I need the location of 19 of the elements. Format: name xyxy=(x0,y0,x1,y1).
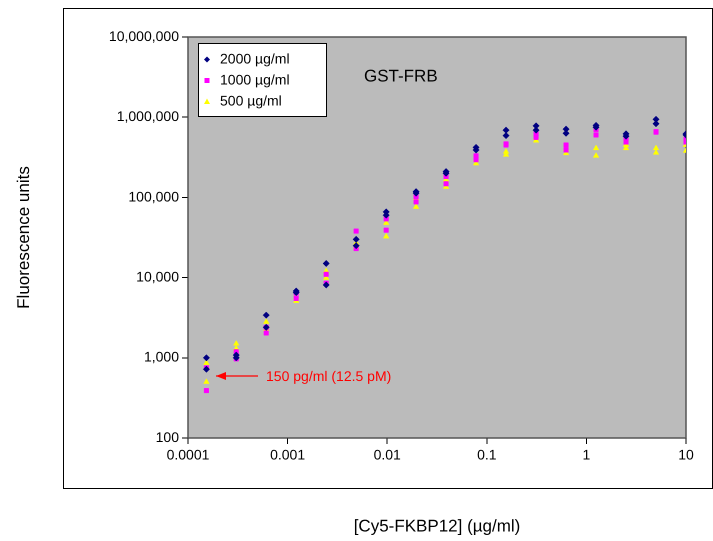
y-axis-title: Fluorescence units xyxy=(14,166,33,309)
x-tick-label: 10 xyxy=(678,446,694,462)
x-tick-label: 0.01 xyxy=(374,446,402,462)
x-tick-label: 0.0001 xyxy=(166,446,210,462)
y-tick-label: 100 xyxy=(156,428,180,445)
legend-label: 500 µg/ml xyxy=(220,92,282,108)
y-tick-label: 100,000 xyxy=(128,188,180,204)
annotation: GST-FRB xyxy=(364,66,438,86)
x-tick-label: 0.001 xyxy=(270,446,306,462)
x-tick-label: 0.1 xyxy=(477,446,497,462)
y-tick-label: 1,000 xyxy=(144,348,180,365)
x-axis-title: [Cy5-FKBP12] (µg/ml) xyxy=(354,516,520,536)
x-tick-label: 1 xyxy=(582,446,590,462)
y-tick-label: 1,000,000 xyxy=(116,108,180,124)
y-tick-label: 10,000,000 xyxy=(108,28,180,44)
y-tick-label: 10,000 xyxy=(136,268,180,284)
legend-label: 1000 µg/ml xyxy=(220,71,290,88)
annotation: 150 pg/ml (12.5 pM) xyxy=(266,368,392,384)
legend-label: 2000 µg/ml xyxy=(220,50,290,66)
